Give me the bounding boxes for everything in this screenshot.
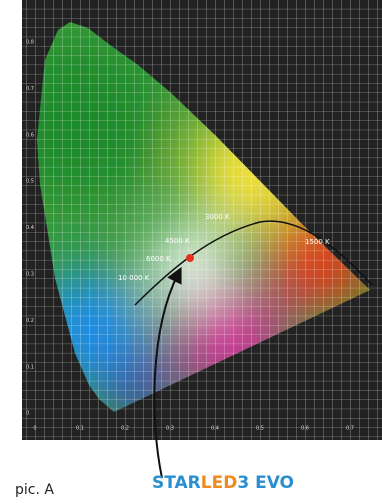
annotations: 3000 K 4500 K 6000 K 1500 K 10 000 K	[118, 213, 330, 282]
y-axis-label: 0.6	[26, 132, 34, 138]
product-part: STAR	[152, 473, 201, 493]
x-axis-label: 0.1	[76, 426, 84, 432]
x-axis-label: 0.2	[121, 426, 129, 432]
y-axis-label: 0	[26, 411, 29, 417]
temperature-label: 10 000 K	[118, 274, 150, 282]
color-point	[186, 254, 194, 262]
y-axis-label: 0.5	[26, 179, 34, 185]
y-axis-label: 0.8	[26, 40, 34, 46]
product-name: STARLED3 EVO	[152, 473, 294, 493]
x-axis-label: 0.6	[301, 426, 309, 432]
grid	[22, 0, 382, 440]
x-axis-label: 0.4	[211, 426, 219, 432]
x-axis-label: 0.5	[256, 426, 264, 432]
temperature-label: 4500 K	[165, 237, 190, 245]
x-axis-label: 0.3	[166, 426, 174, 432]
y-axis-label: 0.2	[26, 318, 34, 324]
temperature-label: 6000 K	[146, 255, 171, 263]
x-axis-label: 0	[33, 426, 36, 432]
product-part: 3 EVO	[237, 473, 294, 493]
axis-labels: 0.8 0.7 0.6 0.5 0.4 0.3 0.2 0.1 0 0 0.1 0.2 0.3 0.4 0.…	[26, 40, 354, 432]
arrow	[153, 266, 182, 479]
temperature-label: 1500 K	[305, 238, 330, 246]
x-axis-label: 0.7	[346, 426, 354, 432]
caption-label: pic. A	[15, 482, 54, 498]
y-axis-label: 0.4	[26, 225, 34, 231]
y-axis-label: 0.3	[26, 272, 34, 278]
product-part: LED	[201, 473, 238, 493]
y-axis-label: 0.7	[26, 86, 34, 92]
y-axis-label: 0.1	[26, 364, 34, 370]
temperature-label: 3000 K	[205, 213, 230, 221]
